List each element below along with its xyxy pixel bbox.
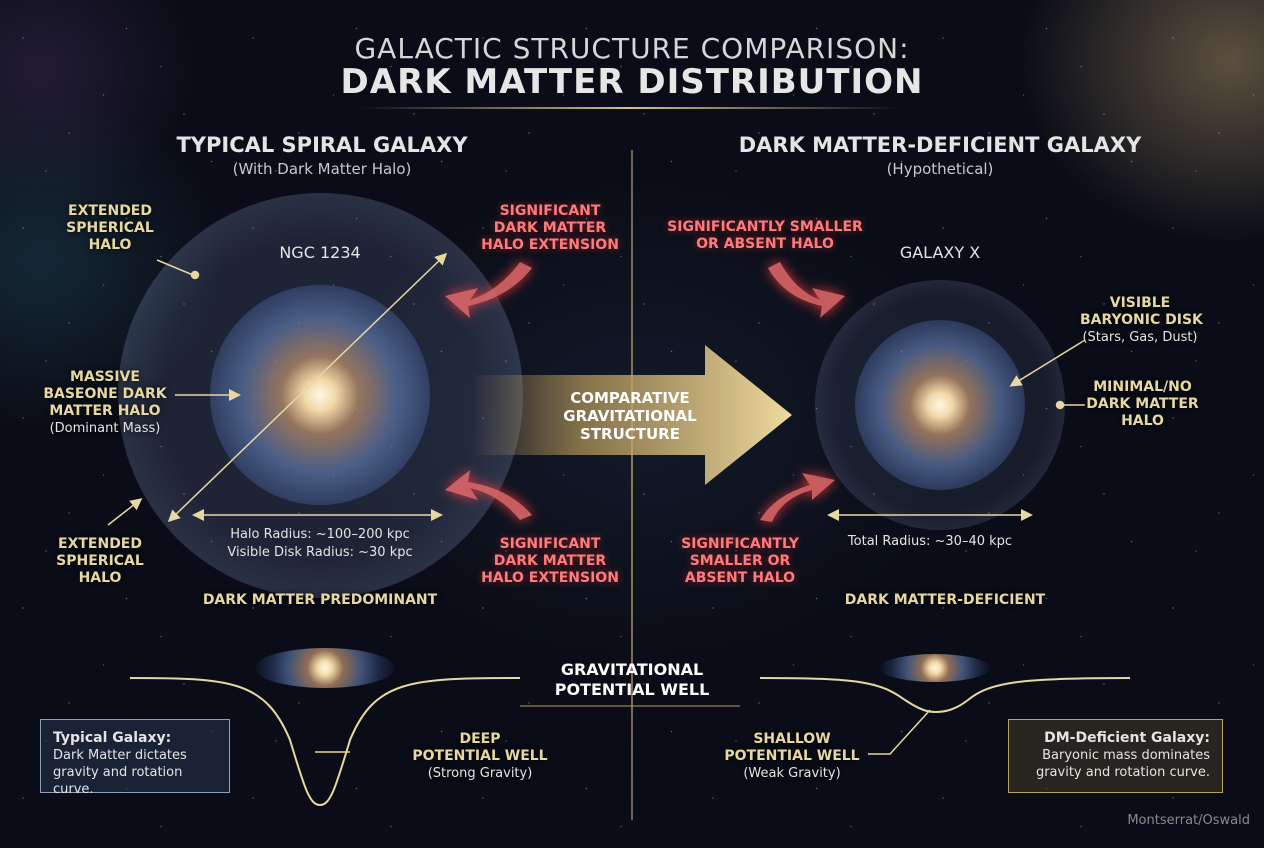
right-heading: DARK MATTER-DEFICIENT GALAXY	[738, 133, 1142, 157]
right-subheading: (Hypothetical)	[886, 160, 994, 178]
red-arrow-left-bottom	[445, 470, 532, 520]
dm-deficient-galaxy-note: DM-Deficient Galaxy: Baryonic mass domina…	[1008, 719, 1223, 793]
center-divider	[631, 150, 633, 820]
total-radius-text: Total Radius: ~30–40 kpc	[847, 534, 1013, 549]
left-heading: TYPICAL SPIRAL GALAXY	[176, 133, 468, 157]
credit: Montserrat/Oswald	[1127, 813, 1250, 828]
label-minimal-halo: MINIMAL/NO DARK MATTER HALO	[1086, 379, 1199, 429]
label-extended-halo-top: EXTENDED SPHERICAL HALO	[66, 203, 154, 253]
right-footer: DARK MATTER-DEFICIENT	[844, 592, 1046, 608]
disk-radius-text: Visible Disk Radius: ~30 kpc	[227, 545, 413, 560]
label-halo-extension-top: SIGNIFICANT DARK MATTER HALO EXTENSION	[481, 203, 619, 253]
arrow-label: COMPARATIVE GRAVITATIONAL STRUCTURE	[563, 389, 697, 443]
label-smaller-halo-bottom: SIGNIFICANTLY SMALLER OR ABSENT HALO	[681, 536, 799, 586]
title-underline	[360, 107, 900, 109]
pointer-disk	[1009, 339, 1086, 387]
shallow-well-label: SHALLOW POTENTIAL WELL (Weak Gravity)	[724, 731, 860, 781]
left-footer: DARK MATTER PREDOMINANT	[202, 592, 438, 608]
label-massive-halo: MASSIVE BASEONE DARK MATTER HALO (Dominant …	[43, 369, 167, 436]
halo-radius-text: Halo Radius: ~100–200 kpc	[230, 527, 410, 542]
deep-well-label: DEEP POTENTIAL WELL (Strong Gravity)	[412, 731, 548, 781]
red-arrow-right-bottom	[760, 473, 835, 522]
red-arrow-right-top	[768, 262, 845, 318]
label-baryonic-disk: VISIBLE BARYONIC DISK (Stars, Gas, Dust)	[1080, 295, 1203, 345]
shallow-potential-well-curve	[759, 677, 1131, 714]
label-smaller-halo-top: SIGNIFICANTLY SMALLER OR ABSENT HALO	[667, 219, 863, 252]
right-edge-on-galaxy	[880, 654, 990, 682]
pointer-halo-top	[156, 259, 194, 276]
title-line1: GALACTIC STRUCTURE COMPARISON:	[354, 32, 910, 65]
label-extended-halo-bottom: EXTENDED SPHERICAL HALO	[56, 536, 144, 586]
title-line2: DARK MATTER DISTRIBUTION	[340, 62, 924, 102]
left-radius-arrow	[167, 252, 448, 523]
deep-potential-well-curve	[129, 677, 521, 807]
comparative-arrow	[470, 345, 792, 485]
left-subheading: (With Dark Matter Halo)	[232, 160, 412, 178]
well-title: GRAVITATIONAL POTENTIAL WELL	[554, 660, 710, 699]
left-edge-on-galaxy	[255, 648, 395, 688]
red-arrow-left-top	[445, 262, 532, 318]
label-halo-extension-bottom: SIGNIFICANT DARK MATTER HALO EXTENSION	[481, 536, 619, 586]
right-spiral-galaxy	[855, 320, 1025, 490]
right-galaxy-name: GALAXY X	[899, 243, 981, 262]
typical-galaxy-note: Typical Galaxy: Dark Matter dictates gravi…	[40, 719, 230, 797]
